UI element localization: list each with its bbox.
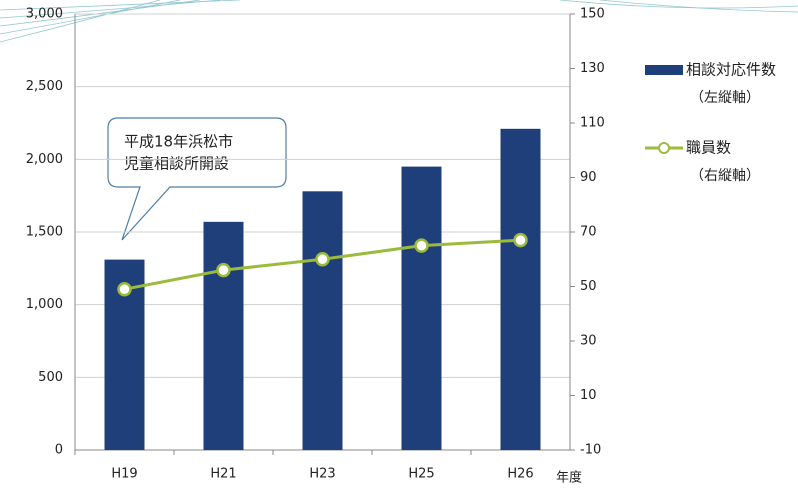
line-marker (216, 262, 231, 278)
bar (500, 128, 541, 450)
x-tick-label: H21 (210, 467, 236, 482)
annotation: 児童相談所開設 (124, 155, 229, 173)
y-tick-label: 500 (38, 370, 63, 385)
y2-tick-label: 130 (580, 61, 605, 76)
y2-tick-label: 50 (580, 279, 597, 294)
y2-tick-label: -10 (580, 443, 601, 458)
bar (302, 191, 343, 450)
legend-swatch (658, 142, 670, 154)
line-marker (414, 238, 429, 253)
y2-tick-label: 30 (580, 334, 597, 349)
y2-tick-label: 110 (580, 116, 605, 131)
y2-tick-label: 70 (580, 225, 597, 240)
y-tick-label: 2,500 (26, 79, 63, 94)
x-tick-label: H25 (408, 467, 434, 482)
legend-note: （右縦軸） (690, 168, 760, 184)
y2-tick-label: 90 (580, 170, 597, 185)
legend-label: 相談対応件数 (686, 61, 776, 79)
y-tick-label: 2,000 (26, 152, 63, 167)
legend-swatch (645, 65, 683, 75)
y2-tick-label: 150 (580, 7, 605, 22)
legend-note: （左縦軸） (690, 90, 760, 106)
line-marker (315, 252, 330, 267)
x-tick-label: H23 (309, 467, 335, 482)
line-marker (117, 281, 132, 297)
y-tick-label: 0 (55, 443, 63, 458)
x-axis-label: 年度 (556, 470, 582, 486)
y-tick-label: 1,000 (26, 297, 63, 312)
x-tick-label: H19 (111, 467, 137, 482)
y2-tick-label: 10 (580, 388, 597, 403)
y-tick-label: 1,500 (26, 225, 63, 240)
decoration (0, 0, 798, 43)
x-tick-label: H26 (507, 467, 533, 482)
line-marker (513, 232, 528, 248)
legend-label: 職員数 (686, 139, 731, 157)
bar (401, 166, 442, 450)
annotation: 平成18年浜松市 (124, 133, 233, 151)
bar (203, 221, 244, 450)
annotation-callout (107, 117, 287, 241)
y-tick-label: 3,000 (26, 7, 63, 22)
